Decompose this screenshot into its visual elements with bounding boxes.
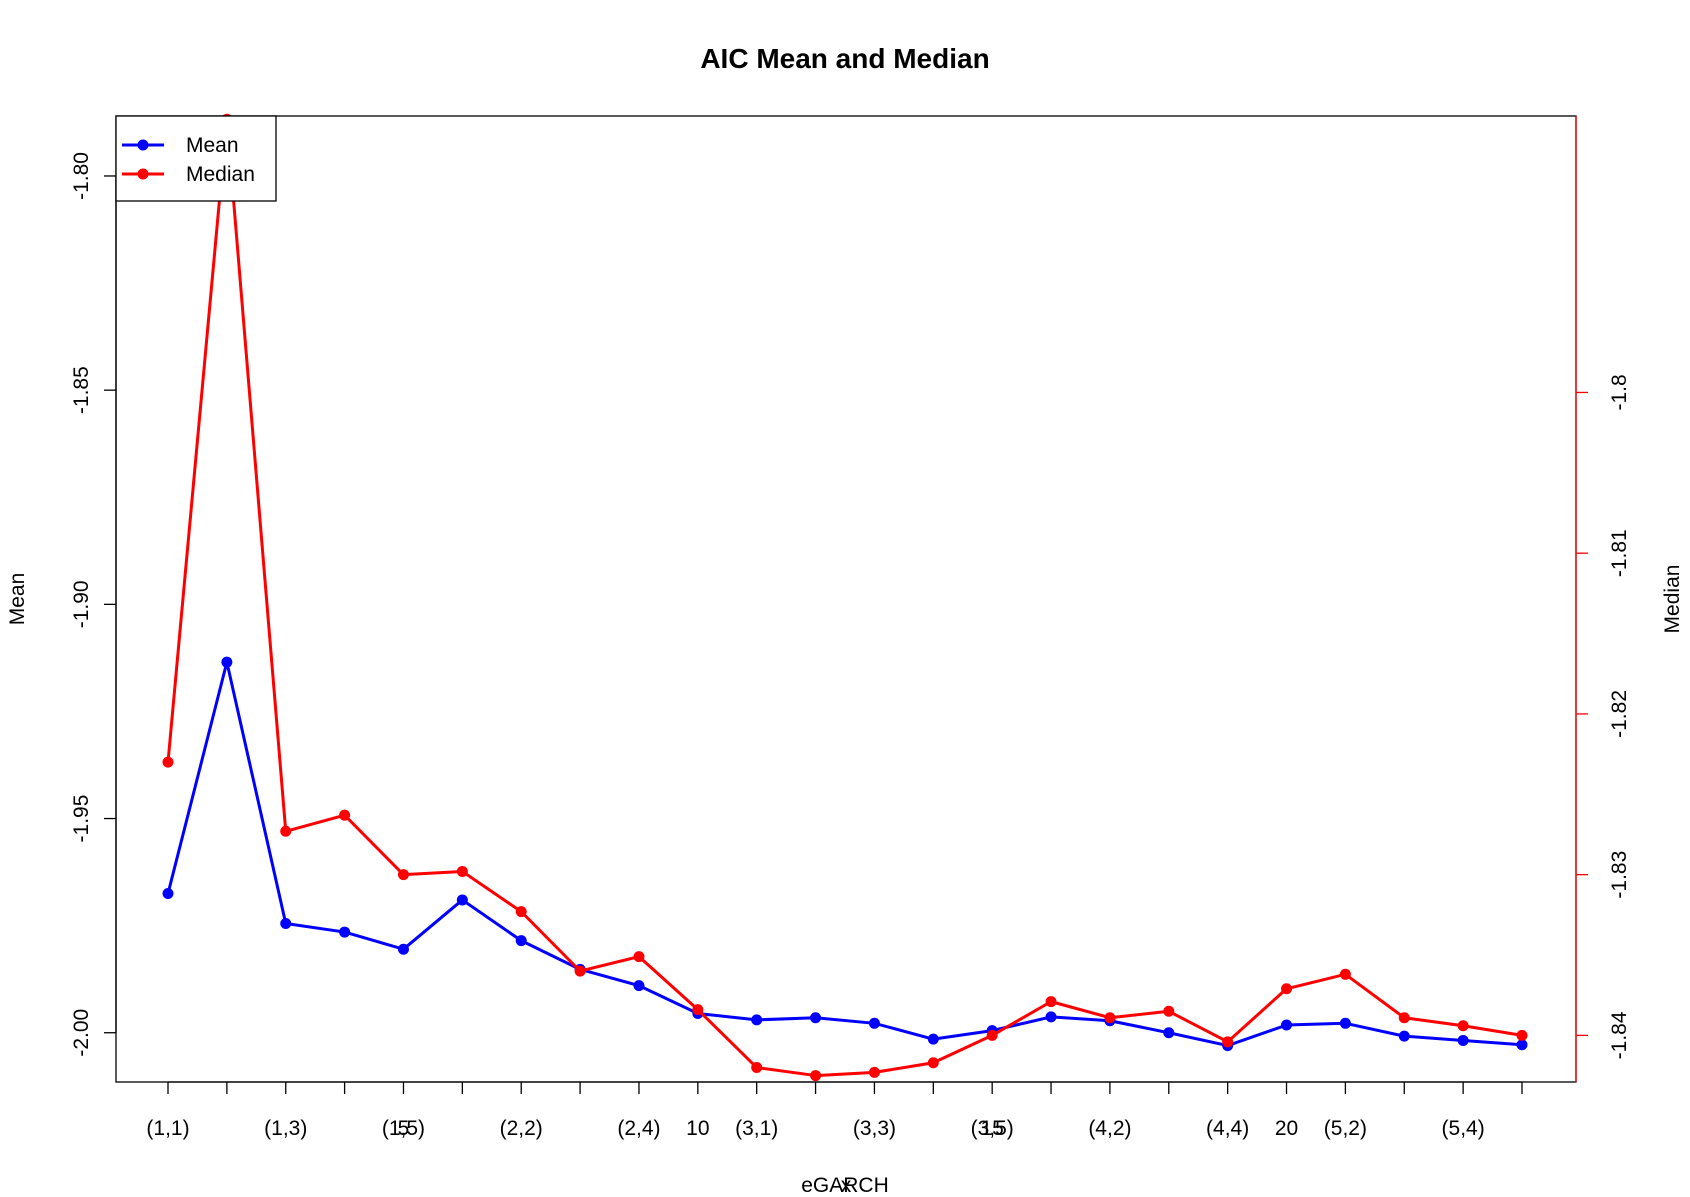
data-point-median bbox=[162, 756, 174, 768]
x-axis-tick-label: (1,1) bbox=[146, 1117, 189, 1140]
x-axis-tick-label: (5,2) bbox=[1324, 1117, 1367, 1140]
data-point-mean bbox=[1045, 1011, 1057, 1023]
data-point-median bbox=[339, 809, 351, 821]
data-point-mean bbox=[397, 943, 409, 955]
legend-label: Mean bbox=[186, 134, 239, 157]
x-axis: (1,1) (1,3) (1,5) (2,2) (2,4) (3,1) (3,3) (3,5)… bbox=[146, 1081, 1523, 1140]
data-point-mean bbox=[456, 894, 468, 906]
x-axis-numeric-tick-label: 10 bbox=[686, 1117, 709, 1140]
data-point-median bbox=[927, 1057, 939, 1069]
right-axis-tick-label: -1.81 bbox=[1608, 529, 1631, 577]
data-point-median bbox=[1457, 1020, 1469, 1032]
x-axis-numeric-tick-label: 20 bbox=[1275, 1117, 1298, 1140]
legend-label: Median bbox=[186, 163, 255, 186]
chart-title: AIC Mean and Median bbox=[700, 43, 989, 74]
left-axis-tick-label: -1.85 bbox=[70, 366, 93, 414]
data-point-median bbox=[1222, 1036, 1234, 1048]
x-axis-tick-label: (3,1) bbox=[735, 1117, 778, 1140]
data-point-mean bbox=[1163, 1027, 1175, 1039]
legend-marker bbox=[137, 168, 149, 180]
data-point-mean bbox=[280, 917, 292, 929]
left-axis-tick-label: -1.80 bbox=[70, 152, 93, 200]
data-point-median bbox=[1339, 968, 1351, 980]
y-axis-label-right: Median bbox=[1661, 565, 1684, 634]
legend-entry-mean: Mean bbox=[122, 134, 239, 157]
data-point-median bbox=[456, 865, 468, 877]
left-axis-tick-label: -1.90 bbox=[70, 580, 93, 628]
data-point-mean bbox=[1398, 1030, 1410, 1042]
data-point-median bbox=[868, 1066, 880, 1078]
left-axis-tick-label: -1.95 bbox=[70, 795, 93, 843]
data-point-median bbox=[751, 1062, 763, 1074]
data-point-median bbox=[1398, 1012, 1410, 1024]
y-axis-label-left: Mean bbox=[6, 573, 29, 626]
series-median bbox=[162, 113, 1528, 1082]
right-axis-tick-label: -1.83 bbox=[1608, 851, 1631, 899]
x-axis-tick-label: (3,3) bbox=[853, 1117, 896, 1140]
series-mean bbox=[162, 656, 1528, 1052]
x-axis-label-overlap: x bbox=[841, 1174, 852, 1197]
data-point-mean bbox=[868, 1017, 880, 1029]
x-axis-tick-label: (5,4) bbox=[1442, 1117, 1485, 1140]
data-point-mean bbox=[1339, 1017, 1351, 1029]
data-point-median bbox=[397, 869, 409, 881]
right-axis: -1.84 -1.83 -1.82 -1.81 -1.8 bbox=[1575, 116, 1631, 1082]
data-point-mean bbox=[339, 926, 351, 938]
series-line-mean bbox=[166, 660, 1523, 1048]
data-point-median bbox=[1516, 1029, 1528, 1041]
legend: Mean Median bbox=[115, 115, 277, 202]
left-axis: -2.00 -1.95 -1.90 -1.85 -1.80 bbox=[70, 152, 117, 1057]
data-point-median bbox=[1045, 996, 1057, 1008]
x-axis-tick-label: (2,2) bbox=[500, 1117, 543, 1140]
x-axis-tick-label: (3,5) bbox=[971, 1117, 1014, 1140]
data-point-median bbox=[1281, 983, 1293, 995]
legend-entry-median: Median bbox=[122, 163, 255, 186]
data-point-mean bbox=[162, 888, 174, 900]
data-point-mean bbox=[633, 980, 645, 992]
x-axis-tick-label: (4,4) bbox=[1206, 1117, 1249, 1140]
data-point-mean bbox=[221, 656, 233, 668]
legend-box bbox=[115, 115, 277, 202]
data-point-mean bbox=[1516, 1039, 1528, 1051]
x-axis-tick-label: (2,4) bbox=[617, 1117, 660, 1140]
data-point-mean bbox=[515, 935, 527, 947]
data-point-mean bbox=[1457, 1034, 1469, 1046]
left-axis-tick-label: -2.00 bbox=[70, 1009, 93, 1057]
data-point-median bbox=[986, 1029, 998, 1041]
legend-marker bbox=[137, 139, 149, 151]
x-axis-label: eGARCH bbox=[801, 1174, 889, 1197]
x-axis-numeric-tick-label: 15 bbox=[980, 1117, 1003, 1140]
x-axis-tick-label: (1,3) bbox=[264, 1117, 307, 1140]
right-axis-tick-label: -1.84 bbox=[1608, 1011, 1631, 1059]
data-point-median bbox=[1104, 1012, 1116, 1024]
data-point-mean bbox=[751, 1014, 763, 1026]
data-point-median bbox=[574, 965, 586, 977]
series-line-median bbox=[166, 117, 1523, 1078]
x-axis-tick-label: (1,5) bbox=[382, 1117, 425, 1140]
data-point-mean bbox=[1281, 1019, 1293, 1031]
data-point-median bbox=[1163, 1005, 1175, 1017]
right-axis-tick-label: -1.8 bbox=[1608, 374, 1631, 410]
data-point-median bbox=[810, 1070, 822, 1082]
data-point-median bbox=[280, 825, 292, 837]
right-axis-tick-label: -1.82 bbox=[1608, 690, 1631, 738]
x-axis-tick-label: (4,2) bbox=[1088, 1117, 1131, 1140]
x-axis-numeric-tick-label: 5 bbox=[398, 1117, 410, 1140]
data-point-mean bbox=[810, 1012, 822, 1024]
data-point-mean bbox=[927, 1033, 939, 1045]
data-point-median bbox=[633, 951, 645, 963]
series-layer bbox=[162, 113, 1528, 1082]
data-point-median bbox=[515, 906, 527, 918]
data-point-median bbox=[692, 1004, 704, 1016]
